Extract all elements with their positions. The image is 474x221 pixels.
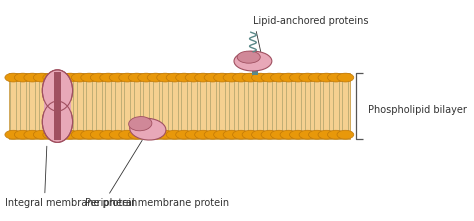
Circle shape	[147, 73, 164, 82]
Circle shape	[62, 73, 79, 82]
Bar	[44, 97, 72, 115]
Circle shape	[280, 130, 297, 139]
Circle shape	[157, 73, 173, 82]
Text: Lipid-anchored proteins: Lipid-anchored proteins	[253, 16, 368, 52]
Circle shape	[261, 130, 278, 139]
Circle shape	[119, 73, 136, 82]
Circle shape	[309, 130, 325, 139]
Circle shape	[91, 130, 107, 139]
Circle shape	[223, 73, 240, 82]
Circle shape	[81, 73, 98, 82]
Bar	[54, 72, 61, 140]
Circle shape	[109, 130, 126, 139]
Circle shape	[128, 73, 145, 82]
Circle shape	[318, 130, 335, 139]
Circle shape	[185, 130, 202, 139]
Circle shape	[100, 130, 117, 139]
Circle shape	[71, 130, 88, 139]
Circle shape	[33, 73, 50, 82]
Bar	[252, 70, 258, 75]
Circle shape	[252, 130, 268, 139]
Circle shape	[14, 73, 31, 82]
Circle shape	[242, 73, 259, 82]
Circle shape	[119, 130, 136, 139]
Ellipse shape	[234, 51, 272, 71]
Circle shape	[299, 73, 316, 82]
Ellipse shape	[237, 51, 260, 63]
Circle shape	[195, 130, 211, 139]
Circle shape	[100, 73, 117, 82]
Circle shape	[233, 73, 249, 82]
Circle shape	[5, 73, 22, 82]
Circle shape	[337, 73, 354, 82]
Circle shape	[138, 130, 155, 139]
Text: Phospholipid bilayer: Phospholipid bilayer	[368, 105, 466, 116]
Circle shape	[43, 130, 60, 139]
Ellipse shape	[42, 70, 73, 111]
Circle shape	[261, 73, 278, 82]
Circle shape	[214, 73, 230, 82]
Circle shape	[109, 73, 126, 82]
Circle shape	[176, 73, 192, 82]
Circle shape	[328, 130, 344, 139]
Circle shape	[147, 130, 164, 139]
Circle shape	[242, 130, 259, 139]
Bar	[9, 73, 350, 139]
Circle shape	[166, 130, 183, 139]
Circle shape	[71, 73, 88, 82]
Circle shape	[157, 130, 173, 139]
Text: Integral membrane protein: Integral membrane protein	[5, 146, 137, 208]
Ellipse shape	[128, 116, 152, 131]
Circle shape	[328, 73, 344, 82]
Circle shape	[318, 73, 335, 82]
Circle shape	[309, 73, 325, 82]
Circle shape	[290, 73, 306, 82]
Circle shape	[14, 130, 31, 139]
Circle shape	[299, 130, 316, 139]
Circle shape	[52, 73, 69, 82]
Circle shape	[195, 73, 211, 82]
Circle shape	[223, 130, 240, 139]
Circle shape	[290, 130, 306, 139]
Text: Peripheral membrane protein: Peripheral membrane protein	[85, 140, 229, 208]
Circle shape	[52, 130, 69, 139]
Circle shape	[138, 73, 155, 82]
Circle shape	[81, 130, 98, 139]
Circle shape	[204, 73, 221, 82]
Circle shape	[24, 130, 41, 139]
Circle shape	[271, 73, 287, 82]
Circle shape	[166, 73, 183, 82]
Circle shape	[204, 130, 221, 139]
Circle shape	[233, 130, 249, 139]
Circle shape	[5, 130, 22, 139]
Circle shape	[176, 130, 192, 139]
Circle shape	[280, 73, 297, 82]
Circle shape	[24, 73, 41, 82]
Circle shape	[43, 73, 60, 82]
Circle shape	[62, 130, 79, 139]
Circle shape	[33, 130, 50, 139]
Circle shape	[271, 130, 287, 139]
Ellipse shape	[130, 118, 166, 140]
Ellipse shape	[252, 69, 258, 70]
Ellipse shape	[42, 101, 73, 142]
Circle shape	[185, 73, 202, 82]
Circle shape	[337, 130, 354, 139]
Circle shape	[128, 130, 145, 139]
Circle shape	[214, 130, 230, 139]
Circle shape	[91, 73, 107, 82]
Circle shape	[252, 73, 268, 82]
